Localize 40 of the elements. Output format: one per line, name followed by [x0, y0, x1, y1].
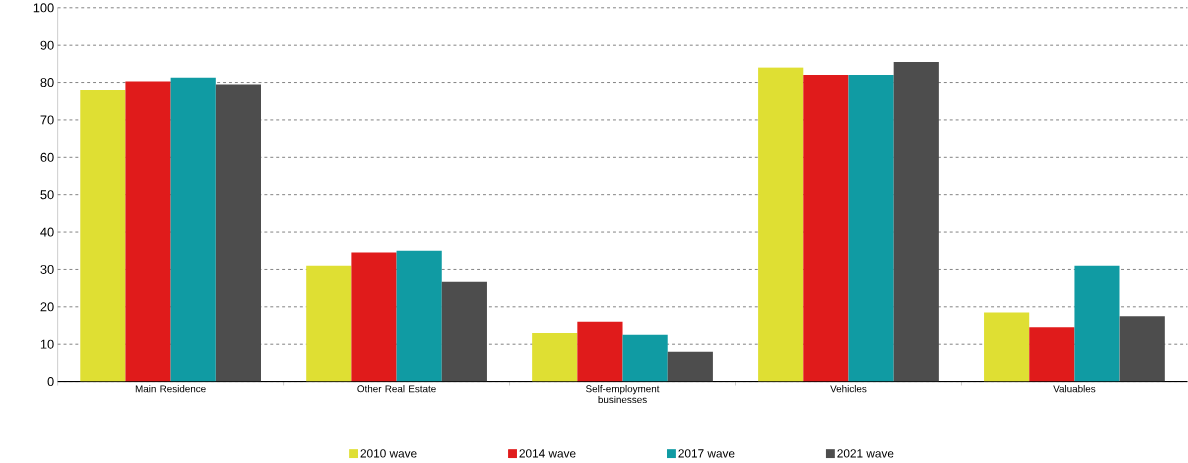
- y-tick-label: 70: [40, 115, 54, 125]
- y-tick-label: 80: [40, 78, 54, 88]
- legend-label: 2010 wave: [360, 449, 417, 458]
- bar: [803, 75, 849, 382]
- x-tick-label: Self-employment businesses: [586, 385, 660, 404]
- bar: [893, 62, 939, 382]
- bar: [170, 77, 216, 382]
- legend-label: 2017 wave: [678, 449, 735, 458]
- y-tick-label: 40: [40, 227, 54, 237]
- y-tick-label: 50: [40, 190, 54, 200]
- bar: [306, 265, 352, 382]
- x-tick-label: Vehicles: [830, 385, 867, 393]
- legend-label: 2021 wave: [837, 449, 894, 458]
- y-tick-label: 0: [47, 377, 54, 387]
- bar: [1029, 327, 1075, 382]
- bar: [577, 321, 623, 382]
- bar: [1074, 265, 1120, 382]
- bar: [125, 81, 171, 382]
- x-tick-label: Other Real Estate: [357, 385, 436, 393]
- y-tick-label: 30: [40, 264, 54, 275]
- bar: [622, 334, 668, 382]
- bar: [80, 90, 126, 382]
- bar: [984, 312, 1030, 382]
- bar: [396, 250, 442, 382]
- y-tick-label: 100: [33, 3, 54, 13]
- legend-label: 2014 wave: [519, 449, 576, 458]
- bar: [758, 67, 804, 382]
- bar: [351, 252, 397, 382]
- y-tick-label: 10: [40, 339, 54, 349]
- bar: [848, 75, 894, 382]
- bar: [532, 333, 578, 382]
- x-tick-label: Main Residence: [135, 385, 206, 393]
- y-tick-label: 90: [40, 40, 54, 50]
- bar: [1119, 316, 1165, 382]
- y-tick-label: 60: [40, 152, 54, 162]
- bar: [441, 281, 487, 382]
- y-tick-label: 20: [40, 302, 54, 312]
- bar: [667, 351, 713, 382]
- bar: [215, 84, 261, 382]
- x-tick-label: Valuables: [1053, 385, 1096, 393]
